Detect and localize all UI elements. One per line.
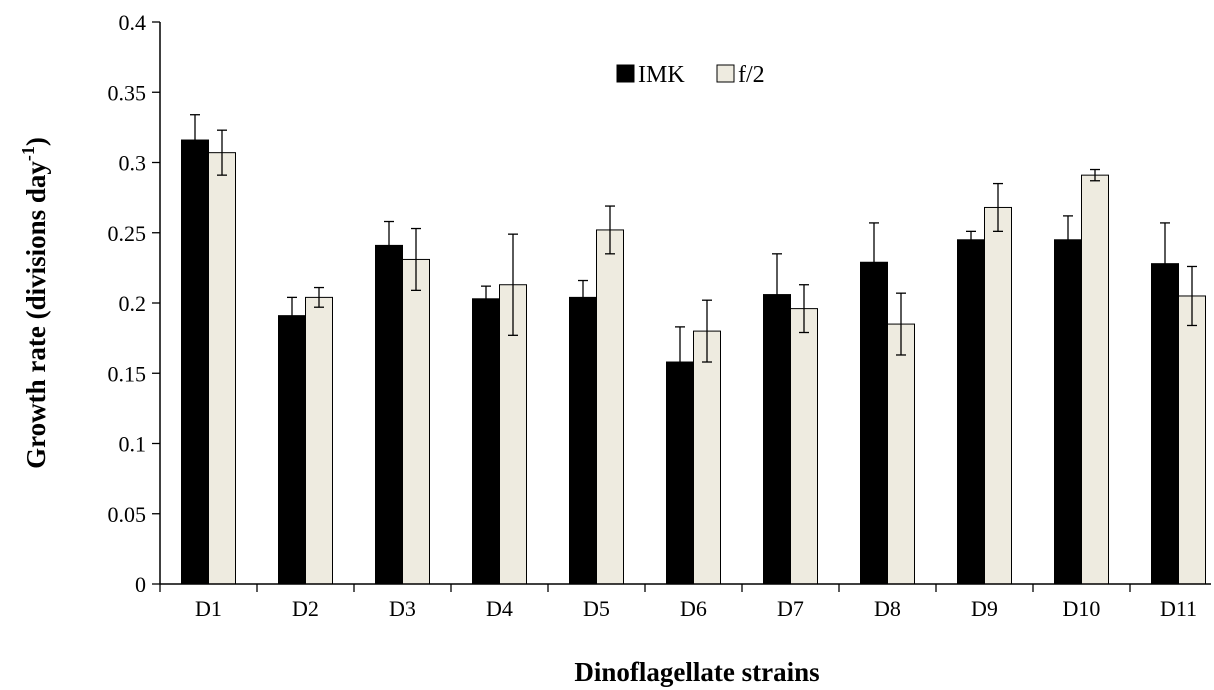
x-tick-label-d5: D5 — [583, 596, 610, 621]
bars-layer — [181, 139, 1206, 585]
y-axis-title-main: Growth rate (divisions day — [21, 161, 51, 469]
error-bar-imk-d7 — [772, 253, 782, 336]
bar-imk-d4 — [472, 298, 500, 585]
error-bar-imk-d1 — [190, 114, 200, 166]
bar-f2-d10 — [1081, 174, 1109, 585]
bar-imk-d11 — [1151, 263, 1179, 585]
y-tick-label: 0.35 — [108, 80, 147, 105]
y-tick-label: 0.4 — [119, 10, 147, 35]
error-bar-f2-d4 — [508, 233, 518, 336]
error-bar-f2-d5 — [605, 205, 615, 255]
y-tick-label: 0 — [135, 572, 146, 597]
bar-f2-d7 — [790, 308, 818, 585]
error-bar-imk-d3 — [384, 220, 394, 270]
bar-imk-d2 — [278, 315, 306, 585]
error-bar-f2-d1 — [217, 129, 227, 176]
bar-f2-d11 — [1178, 295, 1206, 585]
y-tick-labels: 0 0.05 0.1 0.15 0.2 0.25 0.3 0.35 0.4 — [108, 10, 147, 597]
y-tick-label: 0.15 — [108, 361, 147, 386]
error-bar-f2-d11 — [1187, 265, 1197, 327]
bar-imk-d6 — [666, 361, 694, 585]
x-tick-label-d6: D6 — [680, 596, 707, 621]
error-bar-imk-d8 — [869, 222, 879, 303]
bar-imk-d5 — [569, 296, 597, 585]
error-bar-f2-d10 — [1090, 168, 1100, 182]
y-tick-label: 0.25 — [108, 221, 147, 246]
bar-imk-d8 — [860, 261, 888, 585]
bar-f2-d2 — [305, 296, 333, 585]
x-tick-label-d8: D8 — [874, 596, 901, 621]
bar-imk-d7 — [763, 294, 791, 585]
bar-imk-d10 — [1054, 239, 1082, 585]
error-bar-imk-d4 — [481, 285, 491, 313]
bar-imk-d3 — [375, 244, 403, 585]
legend-swatch-f2 — [716, 64, 735, 83]
error-bar-imk-d10 — [1063, 215, 1073, 265]
legend-swatch-imk — [616, 64, 635, 83]
error-bar-f2-d3 — [411, 227, 421, 292]
bar-f2-d5 — [596, 229, 624, 585]
y-axis-title-suffix: ) — [21, 137, 51, 146]
y-tick-label: 0.2 — [119, 291, 147, 316]
x-tick-label-d2: D2 — [292, 596, 319, 621]
error-bar-imk-d9 — [966, 230, 976, 249]
error-bar-imk-d11 — [1160, 222, 1170, 306]
error-bars-layer — [190, 114, 1197, 398]
bar-imk-d9 — [957, 239, 985, 585]
x-tick-label-d4: D4 — [486, 596, 513, 621]
y-tick-label: 0.1 — [119, 432, 147, 457]
legend-label-f2: f/2 — [738, 62, 765, 88]
x-tick-label-d11: D11 — [1160, 596, 1197, 621]
y-axis-title-superscript: -1 — [18, 146, 38, 161]
error-bar-f2-d7 — [799, 284, 809, 334]
bar-f2-d3 — [402, 258, 430, 585]
axes-layer — [152, 21, 1211, 592]
error-bar-f2-d9 — [993, 182, 1003, 232]
bar-f2-d6 — [693, 330, 721, 585]
x-tick-label-d3: D3 — [389, 596, 416, 621]
bar-f2-d8 — [887, 323, 915, 585]
y-axis-title: Growth rate (divisions day-1) — [18, 137, 51, 469]
bar-f2-d1 — [208, 152, 236, 585]
legend: IMK f/2 — [616, 62, 765, 88]
error-bar-f2-d6 — [702, 299, 712, 363]
bar-imk-d1 — [181, 139, 209, 585]
x-tick-label-d9: D9 — [971, 596, 998, 621]
legend-label-imk: IMK — [638, 62, 685, 88]
bar-f2-d9 — [984, 206, 1012, 585]
error-bar-imk-d2 — [287, 296, 297, 335]
error-bar-f2-d2 — [314, 286, 324, 308]
error-bar-imk-d5 — [578, 279, 588, 315]
x-tick-labels: D1 D2 D3 D4 D5 D6 D7 D8 D9 D10 D11 — [195, 596, 1197, 621]
error-bar-f2-d8 — [896, 292, 906, 356]
x-axis-title: Dinoflagellate strains — [574, 657, 819, 687]
x-tick-label-d1: D1 — [195, 596, 222, 621]
error-bar-imk-d6 — [675, 326, 685, 398]
x-tick-label-d7: D7 — [777, 596, 804, 621]
y-tick-label: 0.3 — [119, 151, 147, 176]
y-tick-label: 0.05 — [108, 502, 147, 527]
x-tick-label-d10: D10 — [1063, 596, 1101, 621]
